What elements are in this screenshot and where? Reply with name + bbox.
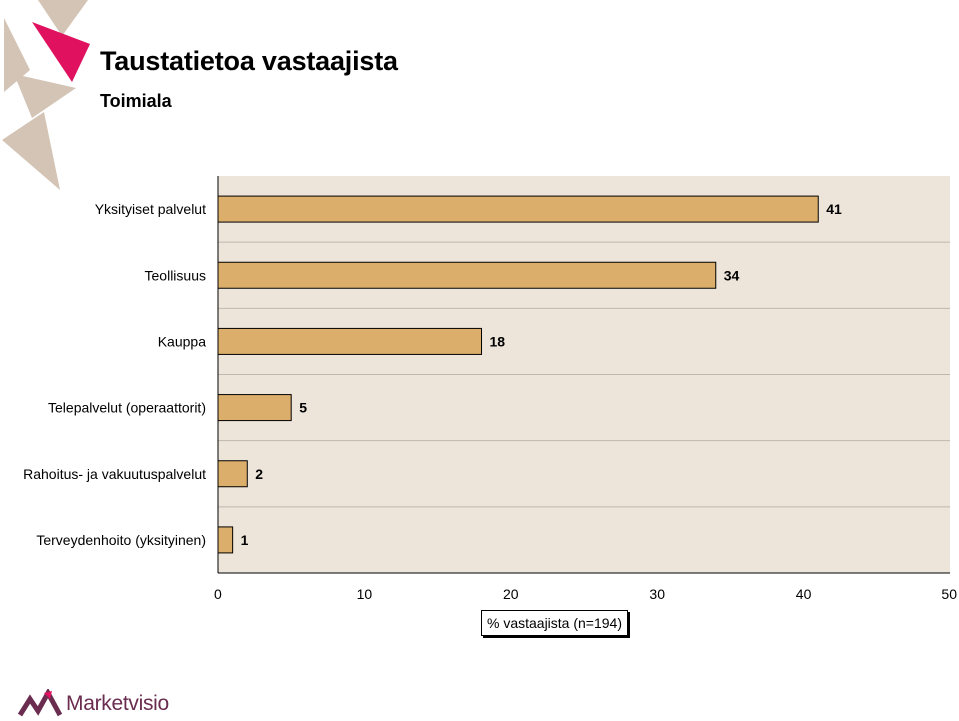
data-label: 34: [724, 267, 740, 283]
deco-triangle-mid: [14, 74, 76, 118]
marketvisio-logo: Marketvisio: [18, 688, 169, 720]
data-label: 1: [241, 532, 249, 548]
data-label: 18: [490, 333, 506, 349]
logo-mark-icon: [18, 689, 62, 717]
x-tick-label: 50: [941, 586, 957, 602]
data-label: 2: [255, 466, 263, 482]
data-label: 5: [299, 400, 307, 416]
x-tick-label: 10: [357, 586, 373, 602]
deco-triangle-accent: [32, 22, 90, 82]
category-label: Kauppa: [158, 333, 206, 349]
bar: [217, 460, 248, 488]
bar: [217, 394, 292, 422]
x-axis-label: % vastaajista (n=194): [481, 610, 628, 636]
data-label: 41: [826, 201, 842, 217]
x-tick-label: 40: [796, 586, 812, 602]
x-tick-label: 30: [649, 586, 665, 602]
page-subtitle: Toimiala: [100, 91, 172, 111]
category-label: Yksityiset palvelut: [95, 201, 206, 217]
logo-text: Marketvisio: [66, 692, 169, 715]
bar: [217, 261, 717, 289]
decorative-triangles: [2, 0, 90, 190]
page-title: Taustatietoa vastaajista: [100, 46, 398, 76]
x-tick-label: 0: [214, 586, 222, 602]
category-label: Rahoitus- ja vakuutuspalvelut: [23, 466, 206, 482]
bar: [217, 195, 819, 223]
deco-triangle-top: [38, 0, 88, 36]
x-tick-label: 20: [503, 586, 519, 602]
deco-triangle-left: [4, 18, 30, 92]
bar: [217, 327, 483, 355]
deco-triangle-bottom: [2, 112, 60, 190]
category-label: Teollisuus: [145, 267, 206, 283]
category-label: Telepalvelut (operaattorit): [48, 400, 206, 416]
category-label: Terveydenhoito (yksityinen): [36, 532, 206, 548]
bar: [217, 526, 234, 554]
